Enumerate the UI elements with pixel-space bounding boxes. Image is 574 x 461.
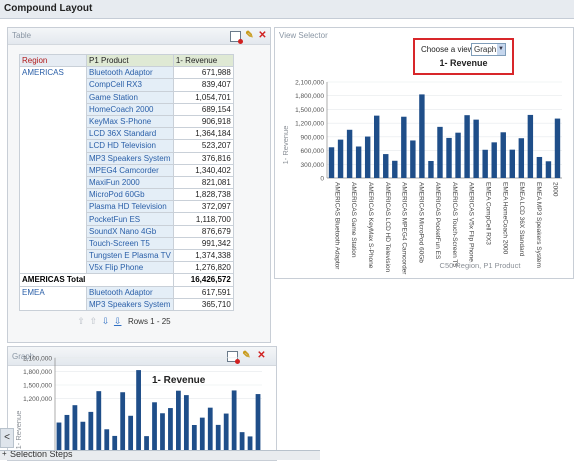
revenue-cell: 689,154 bbox=[172, 102, 234, 116]
table-row: LCD 36X Standard 1,364,184 bbox=[20, 127, 234, 141]
revenue-cell: 671,988 bbox=[172, 66, 234, 80]
product-cell[interactable]: MPEG4 Camcorder bbox=[86, 163, 174, 177]
pivot-table: Region P1 Product 1- Revenue AMERICAS Blueto… bbox=[19, 53, 234, 311]
table-row: V5x Flip Phone 1,276,820 bbox=[20, 261, 234, 275]
view-dropdown-value: Graph bbox=[474, 45, 497, 54]
product-cell[interactable]: LCD 36X Standard bbox=[86, 127, 174, 141]
product-cell[interactable]: V5x Flip Phone bbox=[86, 261, 174, 275]
graph-chart-title: 1- Revenue bbox=[152, 375, 206, 386]
revenue-cell: 617,591 bbox=[172, 285, 234, 299]
close-icon[interactable]: ✕ bbox=[258, 30, 267, 41]
product-cell[interactable]: Tungsten E Plasma TV bbox=[86, 248, 174, 263]
revenue-cell: 839,407 bbox=[172, 78, 234, 92]
table-panel-title: Table bbox=[12, 31, 32, 40]
revenue-cell: 1,276,820 bbox=[172, 261, 234, 275]
table-row: LCD HD Television 523,207 bbox=[20, 139, 234, 153]
product-cell[interactable]: Game Station bbox=[86, 90, 174, 104]
chevron-down-icon[interactable]: ▼ bbox=[497, 44, 505, 55]
table-pager: ⇧ ⇧ ⇩ ⇩ Rows 1 - 25 bbox=[76, 316, 171, 328]
revenue-cell: 1,054,701 bbox=[172, 90, 234, 104]
product-cell[interactable]: PocketFun ES bbox=[86, 212, 174, 226]
selection-steps-bar[interactable]: + Selection Steps bbox=[0, 450, 320, 460]
graph-panel: Graph ✎ ✕ bbox=[7, 346, 277, 461]
show-all-icon[interactable]: ⇩ bbox=[113, 316, 122, 326]
table-row: MPEG4 Camcorder 1,340,402 bbox=[20, 163, 234, 177]
product-cell[interactable]: MicroPod 60Gb bbox=[86, 188, 174, 202]
total-label: AMERICAS Total bbox=[19, 273, 174, 287]
product-header[interactable]: P1 Product bbox=[86, 53, 174, 68]
revenue-cell: 876,679 bbox=[172, 224, 234, 238]
revenue-header[interactable]: 1- Revenue bbox=[172, 53, 234, 68]
graph-properties-icon[interactable] bbox=[227, 351, 240, 364]
table-row: CompCell RX3 839,407 bbox=[20, 78, 234, 92]
revenue-cell: 1,374,338 bbox=[172, 248, 234, 263]
product-cell[interactable]: MaxiFun 2000 bbox=[86, 175, 174, 190]
table-header-row: Region P1 Product 1- Revenue bbox=[19, 53, 234, 68]
revenue-cell: 821,081 bbox=[172, 175, 234, 190]
product-cell[interactable]: Bluetooth Adaptor bbox=[86, 285, 174, 299]
revenue-cell: 1,364,184 bbox=[172, 127, 234, 141]
revenue-cell: 1,340,402 bbox=[172, 163, 234, 177]
graph-panel-title: Graph bbox=[12, 352, 35, 361]
table-row: EMEA Bluetooth Adaptor 617,591 bbox=[19, 285, 234, 311]
selection-steps-label: Selection Steps bbox=[10, 450, 73, 459]
table-panel-header: Table ✎ ✕ bbox=[8, 28, 270, 45]
table-row: Tungsten E Plasma TV 1,374,338 bbox=[20, 248, 234, 263]
graph-panel-header: Graph ✎ ✕ bbox=[8, 347, 276, 366]
product-cell[interactable]: LCD HD Television bbox=[86, 139, 174, 153]
page-title-bar: Compound Layout bbox=[0, 0, 574, 19]
revenue-cell: 523,207 bbox=[172, 139, 234, 153]
page-title: Compound Layout bbox=[4, 3, 93, 14]
properties-icon[interactable] bbox=[230, 31, 243, 44]
edit-pencil-icon[interactable]: ✎ bbox=[245, 30, 254, 41]
rows-label: Rows 1 - 25 bbox=[127, 316, 171, 326]
product-cell[interactable]: MP3 Speakers System bbox=[86, 297, 174, 311]
expand-icon[interactable]: + bbox=[2, 450, 7, 458]
revenue-cell: 372,097 bbox=[172, 200, 234, 214]
revenue-cell: 1,828,738 bbox=[172, 188, 234, 202]
view-selector-title: View Selector bbox=[279, 31, 328, 40]
view-selector-header: View Selector bbox=[275, 28, 573, 44]
revenue-cell: 1,118,700 bbox=[172, 212, 234, 226]
table-row: AMERICAS Bluetooth Adaptor 671,988 bbox=[19, 66, 234, 275]
product-cell[interactable]: SoundX Nano 4Gb bbox=[86, 224, 174, 238]
product-cell[interactable]: Plasma HD Television bbox=[86, 200, 174, 214]
table-row: MicroPod 60Gb 1,828,738 bbox=[20, 188, 234, 202]
revenue-cell: 906,918 bbox=[172, 114, 234, 129]
product-cell[interactable]: Bluetooth Adaptor bbox=[86, 66, 174, 80]
view-dropdown[interactable]: Graph ▼ bbox=[471, 43, 506, 56]
expand-sidebar-tab[interactable]: < bbox=[0, 428, 14, 448]
table-row: HomeCoach 2000 689,154 bbox=[20, 102, 234, 116]
table-row: SoundX Nano 4Gb 876,679 bbox=[20, 224, 234, 238]
previous-page-icon[interactable]: ⇧ bbox=[89, 316, 97, 326]
revenue-cell: 365,710 bbox=[172, 297, 234, 311]
product-cell[interactable]: Touch-Screen T5 bbox=[86, 236, 174, 251]
revenue-cell: 376,816 bbox=[172, 151, 234, 165]
product-cell[interactable]: MP3 Speakers System bbox=[86, 151, 174, 165]
graph-close-icon[interactable]: ✕ bbox=[257, 350, 266, 361]
total-value: 16,426,572 bbox=[172, 273, 234, 287]
product-cell[interactable]: HomeCoach 2000 bbox=[86, 102, 174, 116]
region-cell[interactable]: AMERICAS bbox=[19, 66, 87, 275]
choose-view-label: Choose a view: bbox=[421, 45, 476, 54]
total-row: AMERICAS Total 16,426,572 bbox=[19, 273, 234, 287]
product-cell[interactable]: KeyMax S-Phone bbox=[86, 114, 174, 129]
table-row: MP3 Speakers System 365,710 bbox=[20, 297, 234, 311]
next-page-icon[interactable]: ⇩ bbox=[101, 316, 110, 326]
revenue-cell: 991,342 bbox=[172, 236, 234, 251]
view-chooser: Choose a view: Graph ▼ 1- Revenue bbox=[413, 38, 514, 75]
region-cell[interactable]: EMEA bbox=[19, 285, 87, 311]
region-header[interactable]: Region bbox=[19, 53, 87, 68]
main-chart-title: 1- Revenue bbox=[439, 58, 488, 68]
graph-edit-pencil-icon[interactable]: ✎ bbox=[242, 350, 251, 361]
first-page-icon[interactable]: ⇧ bbox=[77, 316, 85, 326]
product-cell[interactable]: CompCell RX3 bbox=[86, 78, 174, 92]
